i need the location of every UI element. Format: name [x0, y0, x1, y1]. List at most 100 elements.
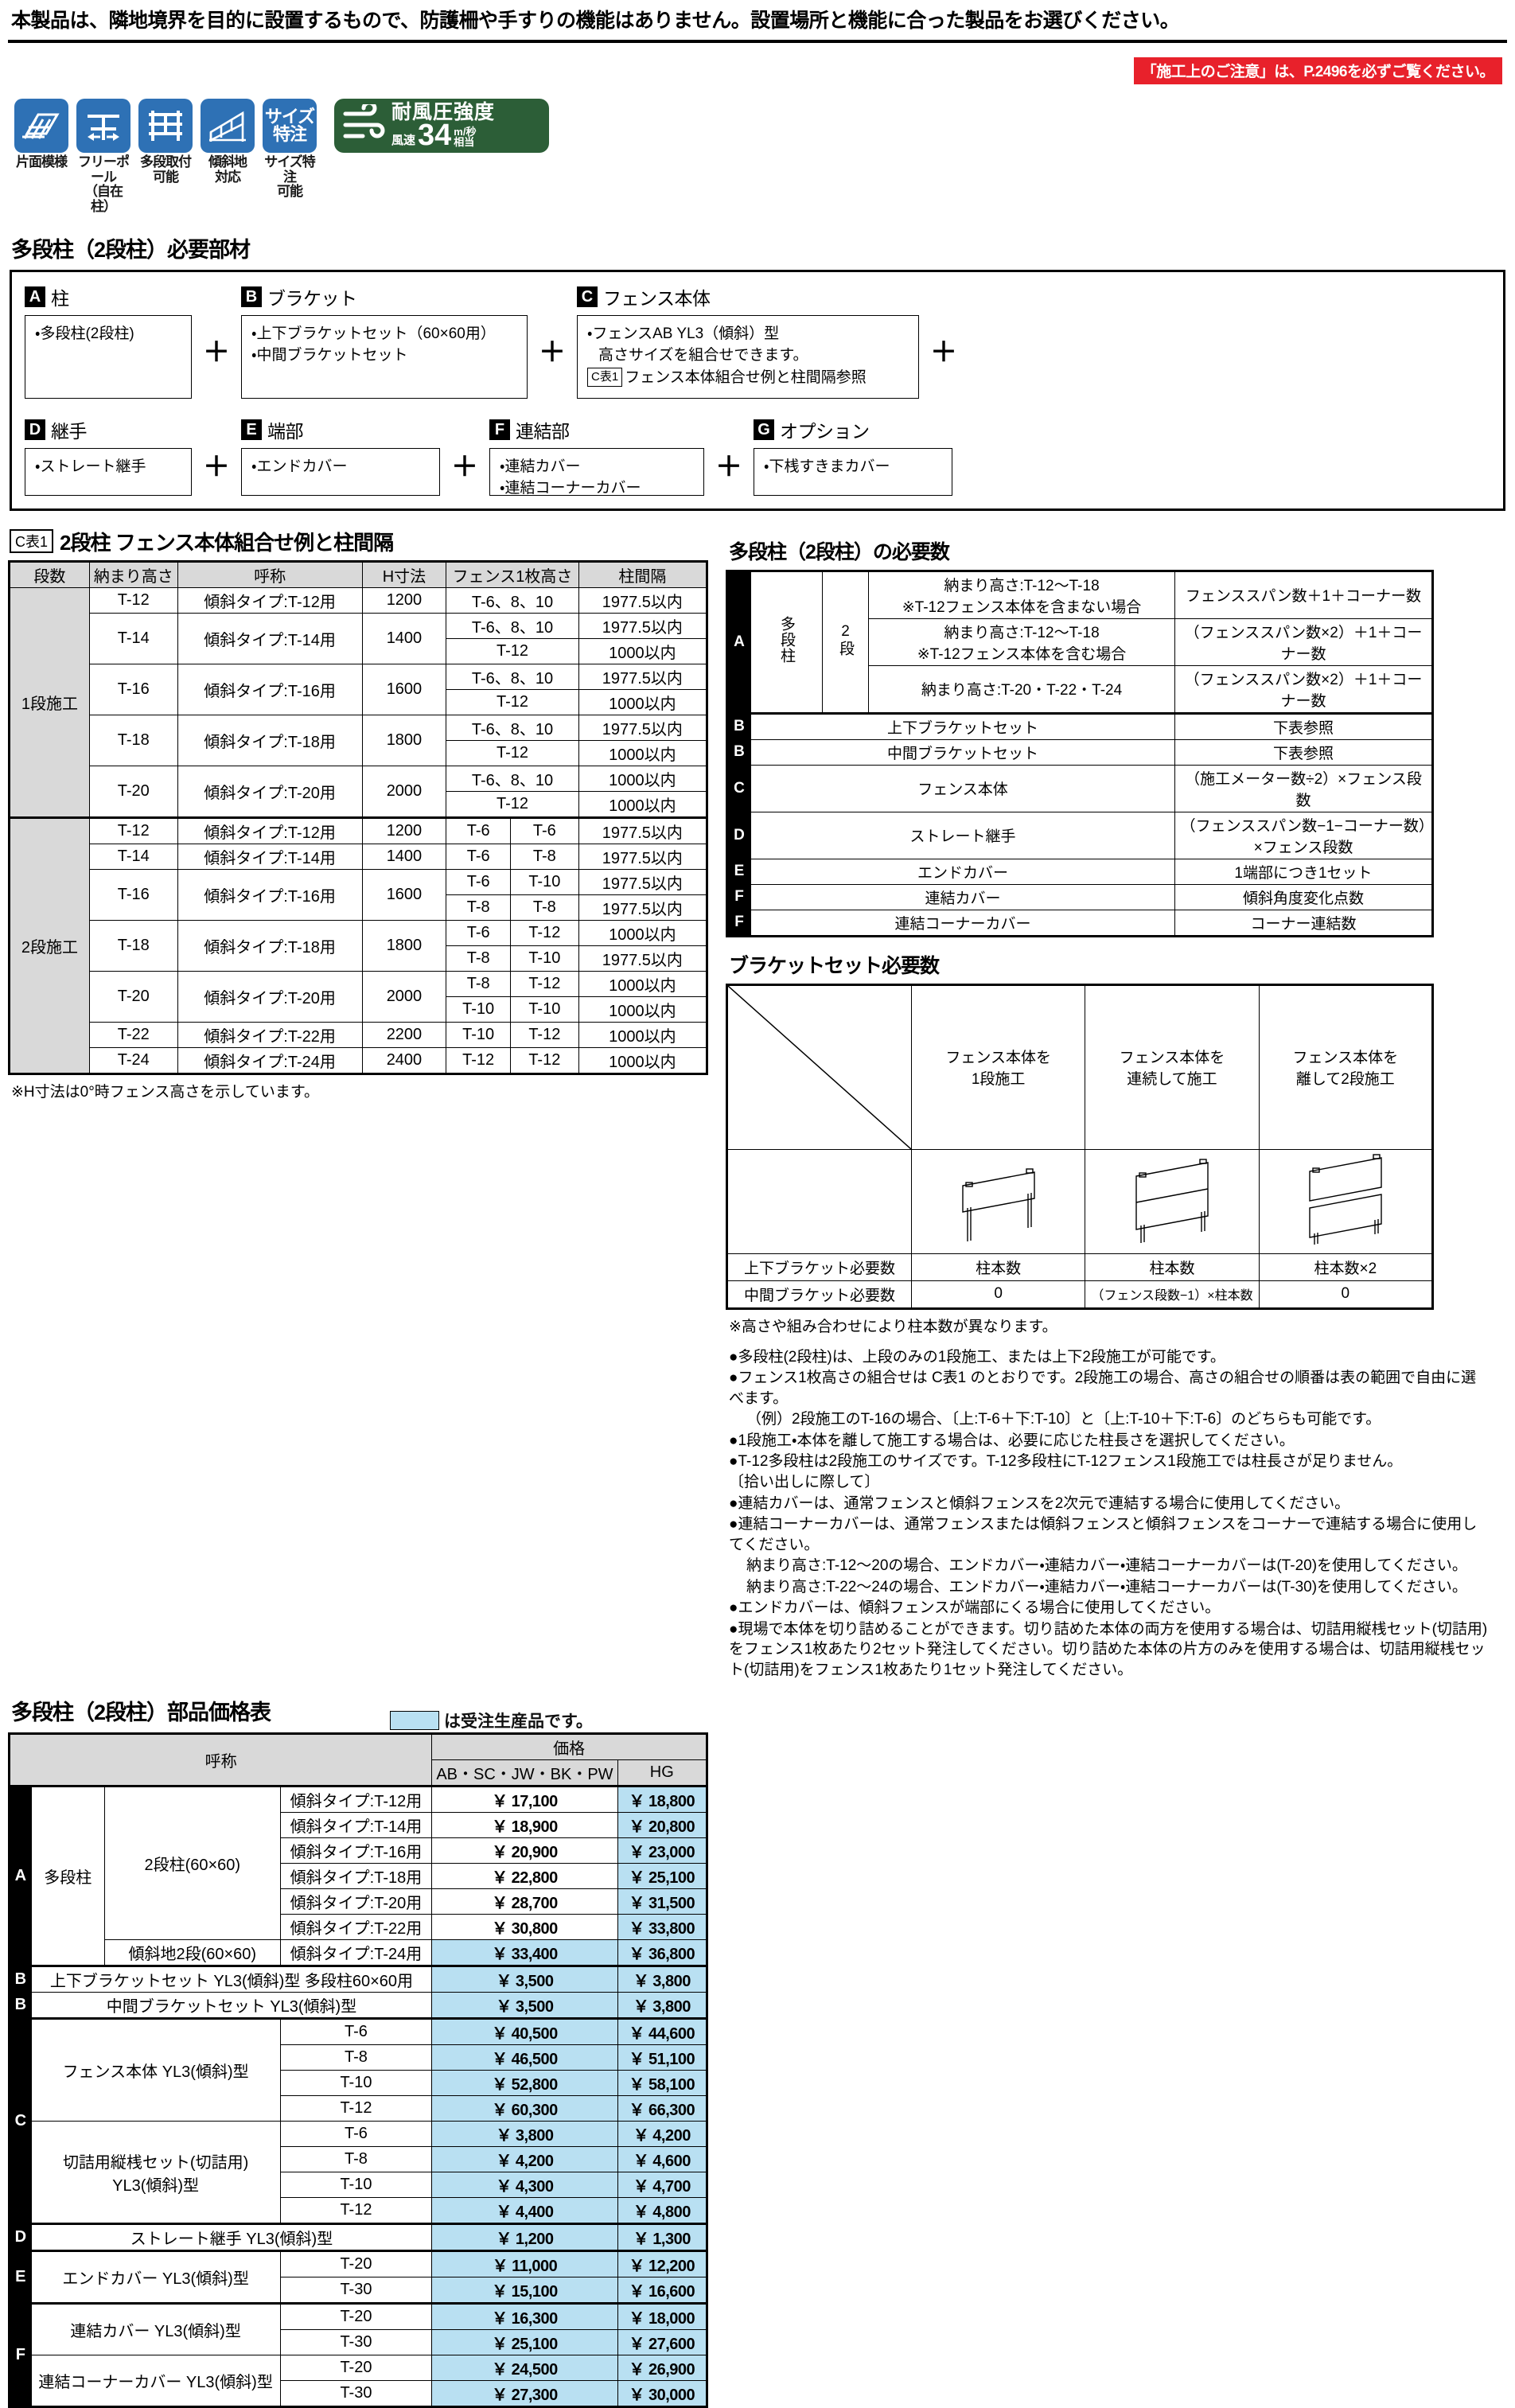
bracket-quantity-table: フェンス本体を 1段施工 フェンス本体を 連続して施工 フェンス本体を 離して2…: [726, 983, 1434, 1310]
plus-sign: ＋: [203, 337, 230, 368]
table-row: T-10 ￥ 4,300 ￥ 4,700: [10, 2172, 708, 2198]
part-item: ・多段柱(2段柱): [35, 325, 134, 342]
subgroup-name: 切詰用縦桟セット(切詰用) YL3(傾斜)型: [30, 2121, 281, 2224]
cell-spec: 傾斜タイプ:T-16用: [279, 1837, 433, 1864]
table-header-row: フェンス本体を 1段施工 フェンス本体を 連続して施工 フェンス本体を 離して2…: [726, 984, 1434, 1150]
cell-height: T-16: [88, 868, 178, 921]
part-tag-f: F: [489, 419, 510, 440]
cell-fence-lower: T-10: [510, 996, 579, 1023]
table-row: 2段施工 T-12 傾斜タイプ:T-12用 1200 T-6 T-6 1977.…: [9, 816, 708, 1074]
top-warning-text: 本製品は、隣地境界を目的に設置するもので、防護柵や手すりの機能はありません。設置…: [11, 10, 1180, 32]
cell-price-2: ￥ 30,000: [617, 2380, 708, 2407]
wind-speed-label: 風速: [391, 133, 416, 147]
feature-one-side-pattern: 片面模様: [14, 99, 68, 170]
cell-spec: T-10: [279, 2172, 433, 2198]
feature-badges: 片面模様 フリーポール （自在柱）: [8, 89, 1507, 218]
cell-fence-lower: T-12: [510, 1021, 579, 1048]
cell-name: 傾斜タイプ:T-14用: [177, 843, 363, 870]
note-item: ●1段施工・本体を離して施工する場合は、必要に応じた柱長さを選択してください。: [729, 1432, 1295, 1449]
group-2dan: 2段施工: [9, 816, 90, 1074]
cell-pitch: 1977.5以内: [578, 868, 708, 895]
cell-spec: T-30: [279, 2277, 433, 2304]
cell-price-2: ￥ 4,200: [617, 2121, 708, 2147]
multi-tier-icon: [138, 99, 193, 153]
cell-price-1: ￥ 16,300: [431, 2302, 618, 2330]
group-1dan: 1段施工: [9, 586, 90, 818]
cell-price-2: ￥ 20,800: [617, 1812, 708, 1838]
cell-name: 傾斜タイプ:T-18用: [177, 919, 363, 972]
table-row: T-14 傾斜タイプ:T-14用 1400 T-6 T-8 1977.5以内: [10, 843, 708, 870]
cell-height: T-24: [88, 1046, 178, 1074]
part-E-head: E 端部: [241, 416, 440, 443]
cell-spec: 傾斜タイプ:T-14用: [279, 1812, 433, 1838]
cell-height: T-14: [88, 612, 178, 664]
cell-price-2: ￥ 23,000: [617, 1837, 708, 1864]
cell-price-1: ￥ 3,500: [431, 1965, 618, 1993]
cell-spec: T-8: [279, 2044, 433, 2071]
table-row: T-8 ￥ 46,500 ￥ 51,100: [10, 2044, 708, 2071]
cell-price-2: ￥ 1,300: [617, 2223, 708, 2251]
part-title-f: 連結部: [516, 420, 570, 442]
cell-quantity: コーナー連結数: [1174, 909, 1433, 937]
cell-part-name: 連結カバー: [750, 883, 1175, 910]
cell-hdim: 1200: [361, 816, 447, 844]
cell-fence-upper: T-8: [446, 945, 511, 972]
cell-name: 傾斜タイプ:T-22用: [177, 1021, 363, 1048]
table-row: 納まり高さ:T-12〜T-18 ※T-12フェンス本体を含む場合 （フェンススパ…: [727, 618, 1433, 666]
row-tag: C: [726, 764, 751, 812]
part-item: ・エンドカバー: [251, 458, 348, 475]
cell-pitch: 1977.5以内: [578, 894, 708, 921]
table-row: T-8 T-8 1977.5以内: [10, 894, 708, 921]
cell-fence-lower: T-10: [510, 868, 579, 895]
size-custom-line2: 特注: [272, 124, 307, 144]
diagonal-header-cell: [726, 984, 912, 1150]
feature-slope: 傾斜地 対応: [201, 99, 255, 185]
part-B-box: ・上下ブラケットセット（60×60用） ・中間ブラケットセット: [241, 314, 528, 399]
cell-value: 柱本数×2: [1258, 1253, 1434, 1281]
part-title-c: フェンス本体: [603, 287, 711, 309]
cell-part-name: 上下ブラケットセット: [750, 711, 1175, 740]
c1-footnote: ※H寸法は0°時フェンス高さを示しています。: [11, 1083, 319, 1101]
cell-price-2: ￥ 66,300: [617, 2095, 708, 2122]
cell-spec: 傾斜タイプ:T-18用: [279, 1863, 433, 1889]
cell-name: 傾斜タイプ:T-18用: [177, 714, 363, 766]
cell-spec: T-20: [279, 2250, 433, 2277]
col-height: 納まり高さ: [88, 560, 178, 588]
table-row: T-18 傾斜タイプ:T-18用 1800 T-6 T-12 1000以内: [10, 919, 708, 972]
cell-price-2: ￥ 27,600: [617, 2329, 708, 2355]
cell-pitch: 1977.5以内: [578, 714, 708, 741]
table-row: 中間ブラケット必要数 0 （フェンス段数−1）×柱本数 0: [726, 1280, 1434, 1309]
part-ref-line: C表1 フェンス本体組合せ例と柱間隔参照: [587, 367, 909, 389]
cell-part-name: 上下ブラケットセット YL3(傾斜)型 多段柱60×60用: [30, 1965, 433, 1993]
col-fence-height: フェンス1枚高さ: [446, 560, 579, 588]
cell-fence-lower: T-12: [510, 919, 579, 946]
cell-name: 傾斜タイプ:T-24用: [177, 1046, 363, 1074]
cell-value: 0: [910, 1280, 1086, 1309]
cell-fence-lower: T-12: [510, 1046, 579, 1074]
table-row: T-22 傾斜タイプ:T-22用 2200 T-10 T-12 1000以内: [10, 1021, 708, 1048]
tables-area: C表1 2段柱 フェンス本体組合せ例と柱間隔 段数 納まり高さ 呼称 H寸法 フ…: [8, 524, 1507, 1681]
col-steps: 段数: [9, 560, 90, 588]
cell-pitch: 1977.5以内: [578, 816, 708, 844]
feature-caption: サイズ特注 可能: [264, 154, 316, 200]
cell-spec: T-6: [279, 2121, 433, 2147]
table-row: C フェンス本体 YL3(傾斜)型 T-6 ￥ 40,500 ￥ 44,600: [9, 2017, 708, 2224]
c1-body-2dan: 2段施工 T-12 傾斜タイプ:T-12用 1200 T-6 T-6 1977.…: [9, 816, 708, 1074]
part-tag-c: C: [577, 286, 598, 307]
cell-hdim: 2000: [361, 970, 447, 1023]
cell-pitch: 1000以内: [578, 996, 708, 1023]
col-continuous: フェンス本体を 連続して施工: [1085, 984, 1260, 1150]
row-tag-d: D: [9, 2223, 32, 2251]
col-color-1: AB・SC・JW・BK・PW: [431, 1759, 618, 1787]
row-tag-a: A: [726, 570, 751, 714]
part-item: ・ストレート継手: [35, 458, 146, 475]
table-row: T-16 傾斜タイプ:T-16用 1600 T-6 T-10 1977.5以内: [10, 868, 708, 921]
price-title-row: 多段柱（2段柱）部品価格表 は受注生産品です。: [8, 1695, 1507, 1732]
part-C: C フェンス本体 ・フェンスAB YL3（傾斜）型 高さサイズを組合せできます。…: [577, 283, 919, 399]
note-item: ●多段柱(2段柱)は、上段のみの1段施工、または上下2段施工が可能です。: [729, 1348, 1225, 1366]
note-item: 納まり高さ:T-12〜20の場合、エンドカバー・連結カバー・連結コーナーカバーは…: [746, 1557, 1467, 1575]
cell-price-2: ￥ 3,800: [617, 1965, 708, 1993]
cell-height: T-20: [88, 970, 178, 1023]
cell-price-1: ￥ 17,100: [431, 1785, 618, 1813]
